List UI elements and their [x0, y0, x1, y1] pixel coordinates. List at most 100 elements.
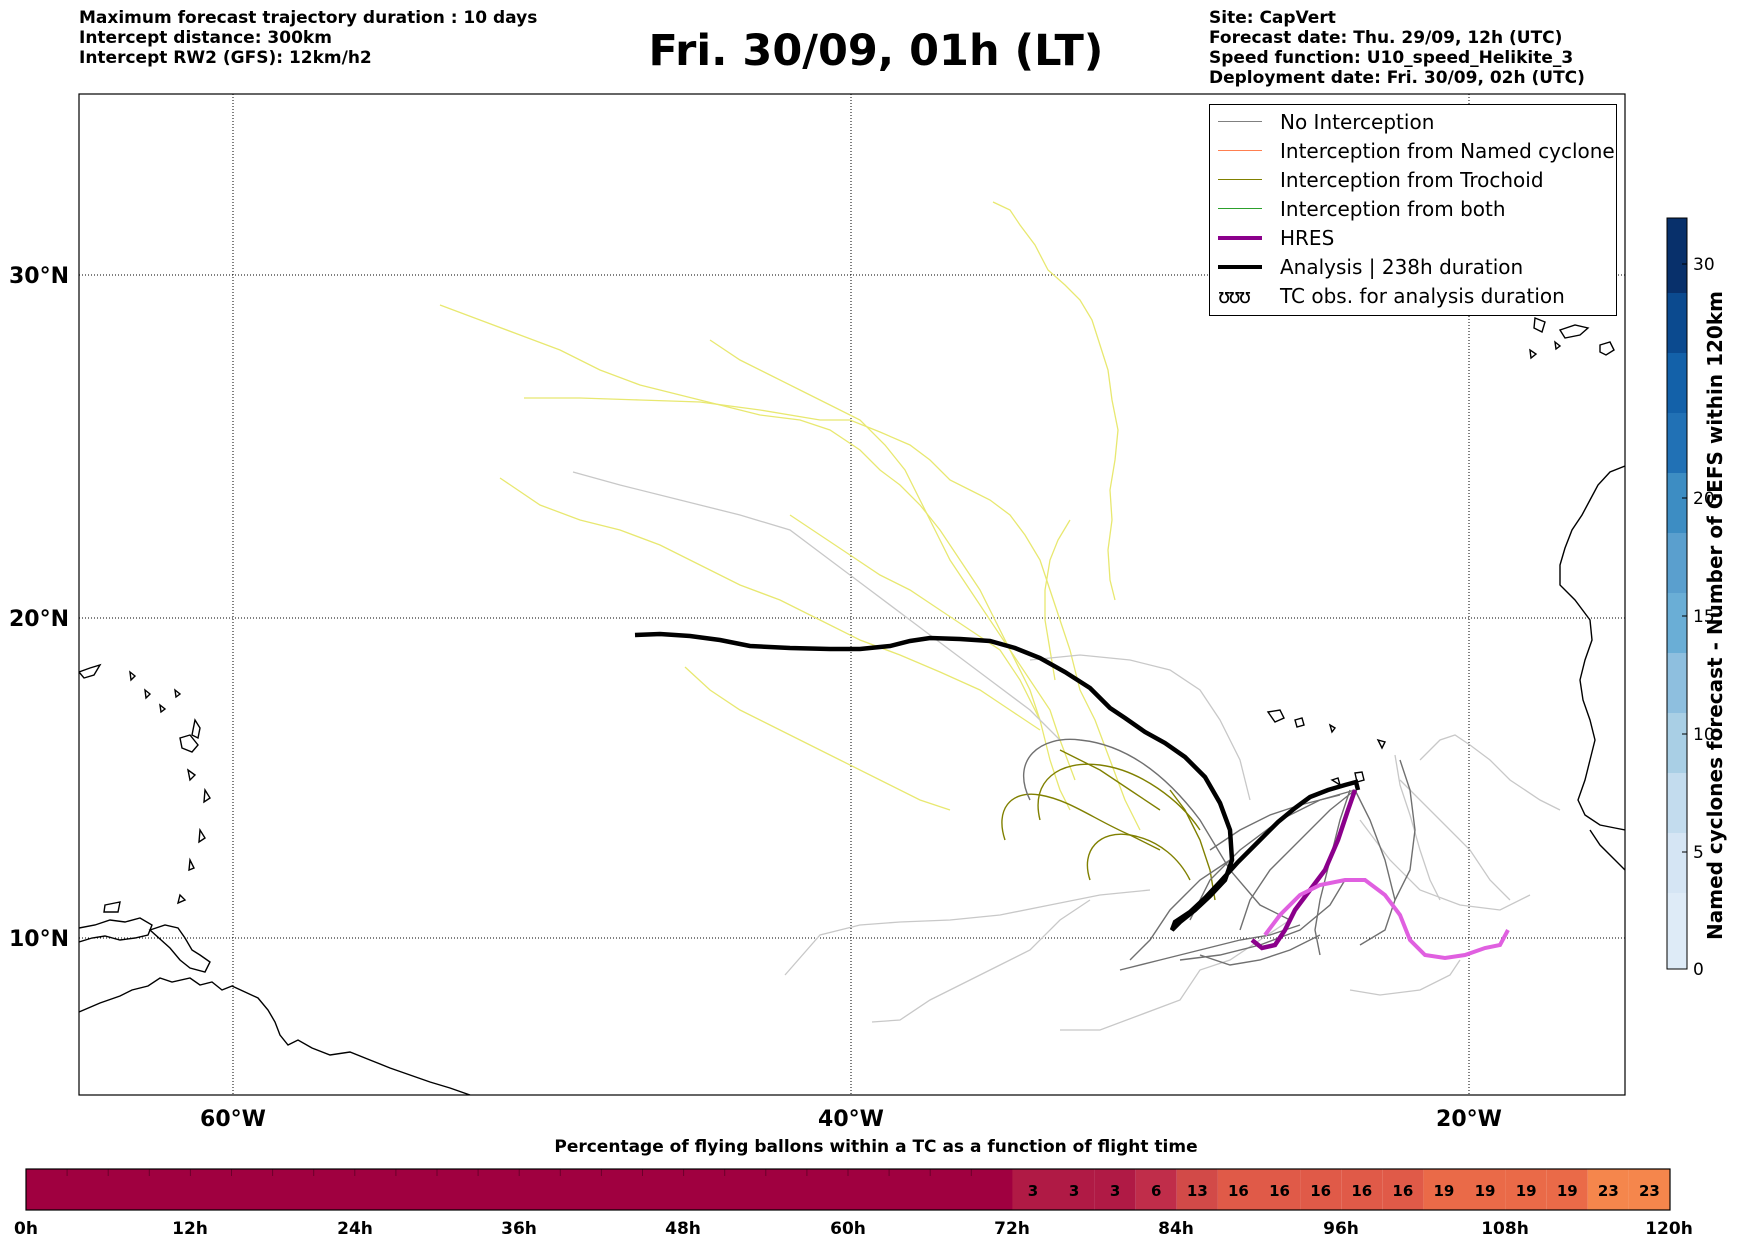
track: [1399, 779, 1511, 901]
track: [1086, 833, 1191, 881]
bar-cell-value: 16: [1228, 1182, 1249, 1200]
header-right-line: Speed function: U10_speed_Helikite_3: [1209, 48, 1574, 68]
legend-item-named-cyclone: Interception from Named cyclone: [1218, 136, 1615, 165]
flight-time-bar: 3 3 3 6 13 16 16 16 16 16 19 19 19 19 23 23 0h 12h 24h …: [14, 1168, 1693, 1239]
colorbar-band: [1667, 473, 1687, 533]
tc-symbol-icon: ʊʊʊ: [1218, 283, 1251, 308]
colorbar-tick: 30: [1693, 255, 1715, 275]
colorbar-tick: 0: [1693, 960, 1704, 980]
map-frame: [78, 93, 1626, 1096]
header-left-line: Intercept RW2 (GFS): 12km/h2: [79, 48, 372, 68]
colorbar-band: [1667, 653, 1687, 713]
track: [684, 666, 951, 811]
track: [1169, 789, 1216, 901]
colorbar-tick: 20: [1693, 489, 1715, 509]
colorbar-band: [1667, 773, 1687, 833]
legend-label: Interception from both: [1280, 196, 1506, 221]
trochoid-tracks: [1001, 749, 1216, 901]
bar-cell-value: 16: [1351, 1182, 1372, 1200]
header-right: Site: CapVert Forecast date: Thu. 29/09,…: [1209, 8, 1585, 88]
track: [1044, 519, 1071, 681]
bar-cell-value: 19: [1516, 1182, 1537, 1200]
colorbar-frame: [1666, 217, 1688, 970]
track: [499, 477, 1041, 731]
bar-cell: [1135, 1169, 1177, 1210]
bar-cell: [1423, 1169, 1465, 1210]
bar-cell-value: 16: [1310, 1182, 1331, 1200]
track: [1199, 934, 1321, 966]
legend-item-hres: HRES: [1218, 223, 1334, 252]
colorbar-band: [1667, 593, 1687, 653]
track: [1314, 789, 1351, 956]
colorbar-tick: 5: [1693, 843, 1704, 863]
time-label: 96h: [1323, 1219, 1359, 1239]
legend-swatch: [1218, 121, 1262, 122]
track: [1354, 789, 1396, 946]
bay-of-guinea-coast: [1589, 829, 1625, 871]
header-left-line: Intercept distance: 300km: [79, 28, 332, 48]
header-right-line: Forecast date: Thu. 29/09, 12h (UTC): [1209, 28, 1563, 48]
time-label: 108h: [1481, 1219, 1529, 1239]
hres-track: [1263, 878, 1510, 961]
bar-cell: [1587, 1169, 1629, 1210]
track: [1001, 793, 1161, 851]
bar-cell-value: 16: [1269, 1182, 1290, 1200]
map-title: Fri. 30/09, 01h (LT): [648, 26, 1104, 76]
time-label: 120h: [1645, 1219, 1693, 1239]
bar-cell-value: 6: [1151, 1182, 1161, 1200]
track: [524, 397, 1141, 831]
legend-item-tc-obs: ʊʊʊ TC obs. for analysis duration: [1218, 281, 1565, 310]
colorbar-band: [1667, 293, 1687, 353]
analysis-track: [634, 631, 1361, 932]
legend-item-trochoid: Interception from Trochoid: [1218, 165, 1544, 194]
legend-swatch: [1218, 150, 1262, 151]
bar-cell-value: 19: [1434, 1182, 1455, 1200]
legend-swatch: [1218, 179, 1262, 180]
track: [1359, 819, 1531, 911]
colorbar-band: [1667, 893, 1687, 969]
track: [1349, 959, 1461, 996]
colorbar-band: [1667, 413, 1687, 473]
legend-label: Interception from Trochoid: [1280, 167, 1544, 192]
colorbar-band: [1667, 533, 1687, 593]
colorbar-tick: 15: [1693, 607, 1715, 627]
cape-verde-islands: [1266, 709, 1387, 787]
caribbean-south-america-coast: [79, 977, 471, 1095]
no-interception-tracks-light: [572, 471, 1561, 1031]
time-label: 48h: [665, 1219, 701, 1239]
hres-track-dark: [1250, 789, 1358, 951]
legend-item-no-interception: No Interception: [1218, 107, 1434, 136]
windward-islands: [176, 718, 211, 905]
time-label: 0h: [14, 1219, 38, 1239]
legend-label: HRES: [1280, 225, 1335, 250]
colorbar: 0 5 10 15 20 30: [1666, 217, 1715, 980]
lat-label: 10°N: [9, 927, 69, 952]
lon-label: 60°W: [200, 1107, 266, 1132]
bar-cell: [1217, 1169, 1259, 1210]
bar-cell: [1382, 1169, 1424, 1210]
colorbar-tick: 10: [1693, 725, 1715, 745]
bar-cell: [1464, 1169, 1506, 1210]
bar-cell-value: 3: [1028, 1182, 1038, 1200]
lon-label: 40°W: [818, 1107, 884, 1132]
legend-label: No Interception: [1280, 109, 1435, 134]
track: [1419, 734, 1561, 811]
bar-cell: [1300, 1169, 1342, 1210]
bar-cell: [1094, 1169, 1136, 1210]
legend-label: Interception from Named cyclone: [1280, 138, 1615, 163]
bar-cell-value: 13: [1187, 1182, 1208, 1200]
bar-cell-value: 19: [1475, 1182, 1496, 1200]
header-right-line: Site: CapVert: [1209, 8, 1336, 28]
lat-label: 20°N: [9, 607, 69, 632]
colorbar-band: [1667, 353, 1687, 413]
bar-cell-value: 23: [1639, 1182, 1660, 1200]
legend-label: Analysis | 238h duration: [1280, 254, 1524, 279]
bar-cell-value: 3: [1110, 1182, 1120, 1200]
venezuela-coast: [79, 917, 153, 943]
track: [1059, 749, 1161, 811]
legend-swatch: [1218, 264, 1262, 269]
bar-cell: [1053, 1169, 1095, 1210]
time-label: 72h: [994, 1219, 1030, 1239]
time-label: 60h: [830, 1219, 866, 1239]
